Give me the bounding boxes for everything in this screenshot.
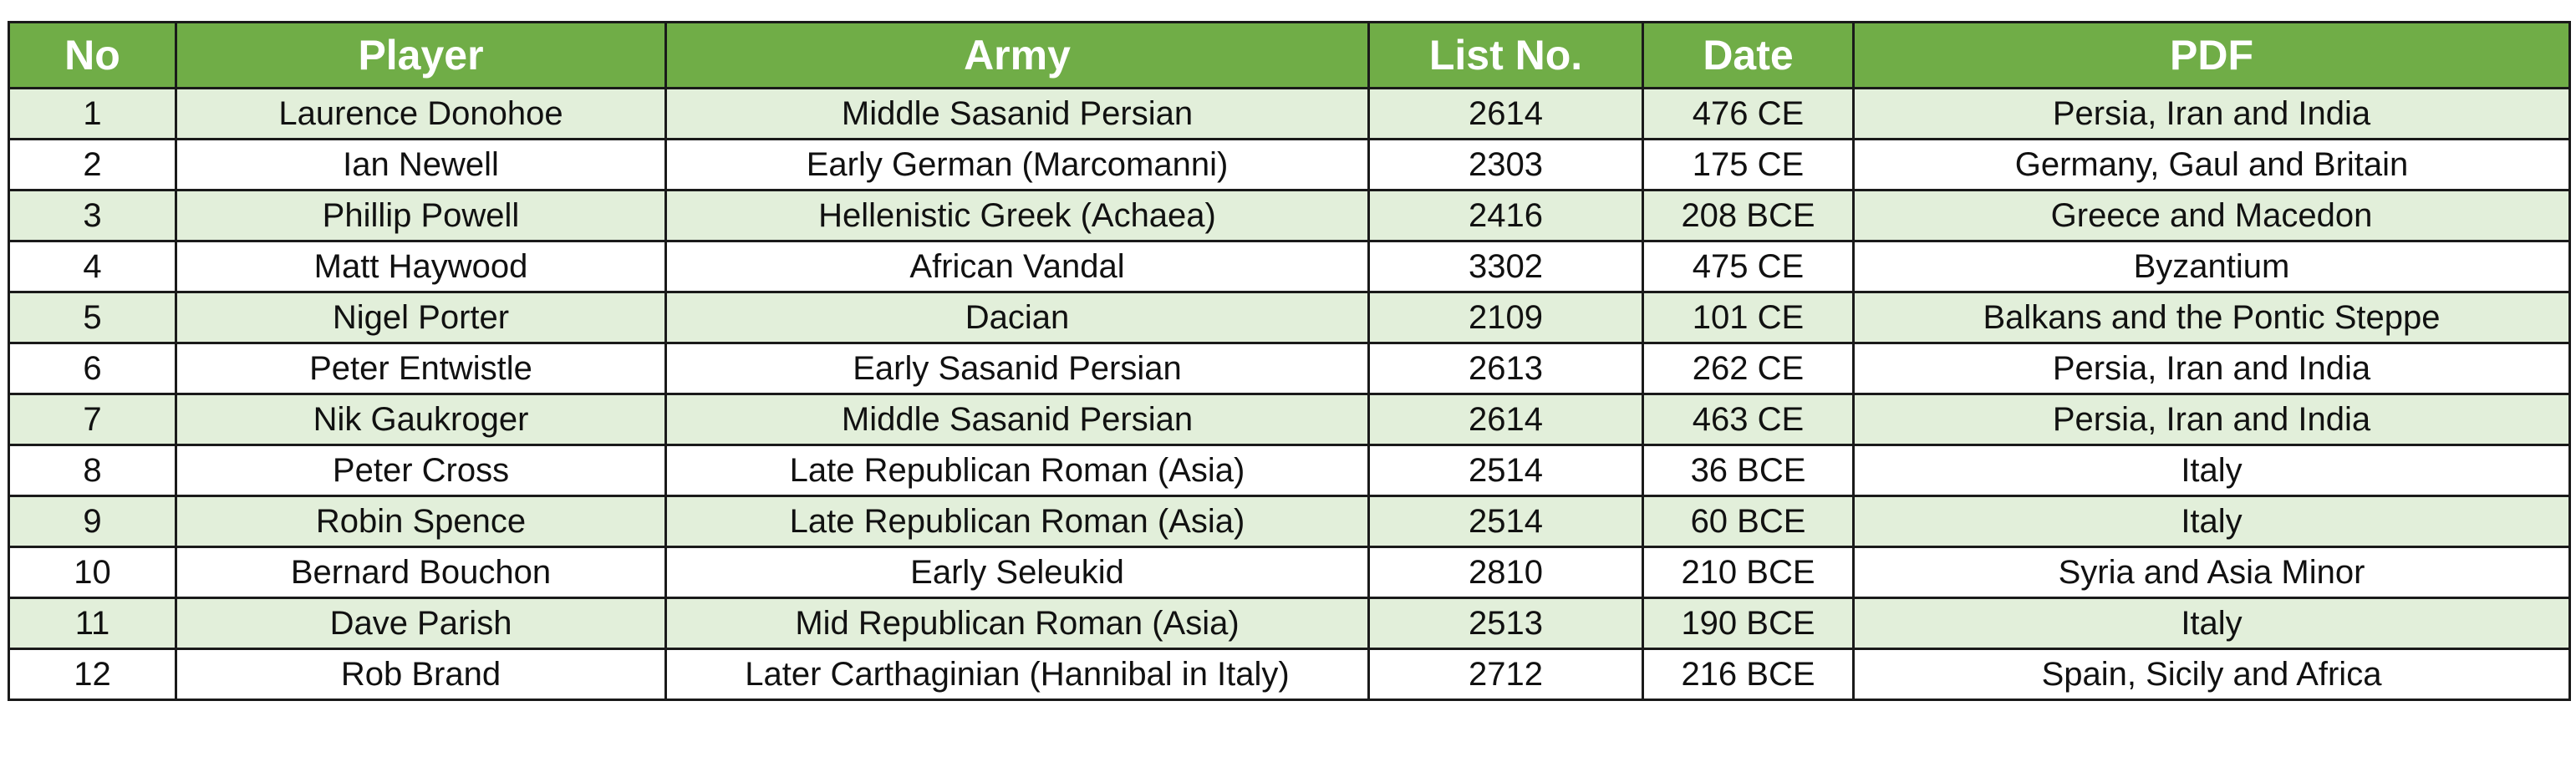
cell-army: Middle Sasanid Persian bbox=[664, 87, 1370, 140]
cell-pdf: Spain, Sicily and Africa bbox=[1852, 648, 2571, 701]
cell-army: Early German (Marcomanni) bbox=[664, 138, 1370, 191]
cell-pdf: Persia, Iran and India bbox=[1852, 87, 2571, 140]
cell-player: Bernard Bouchon bbox=[175, 546, 667, 599]
cell-list-no: 2514 bbox=[1367, 444, 1644, 497]
cell-date: 208 BCE bbox=[1642, 189, 1855, 242]
cell-army: Early Seleukid bbox=[664, 546, 1370, 599]
header-no: No bbox=[8, 21, 177, 89]
header-player: Player bbox=[175, 21, 667, 89]
table-header: No Player Army List No. Date PDF bbox=[8, 21, 2571, 89]
cell-list-no: 2303 bbox=[1367, 138, 1644, 191]
table-row: 1 Laurence Donohoe Middle Sasanid Persian 2… bbox=[8, 87, 2571, 140]
cell-army: Early Sasanid Persian bbox=[664, 342, 1370, 395]
cell-list-no: 3302 bbox=[1367, 240, 1644, 293]
cell-army: African Vandal bbox=[664, 240, 1370, 293]
cell-list-no: 2513 bbox=[1367, 597, 1644, 650]
cell-pdf: Italy bbox=[1852, 444, 2571, 497]
player-army-table: No Player Army List No. Date PDF 1 Lauren… bbox=[8, 21, 2571, 701]
cell-pdf: Persia, Iran and India bbox=[1852, 393, 2571, 446]
cell-no: 3 bbox=[8, 189, 177, 242]
table-row: 5 Nigel Porter Dacian 2109 101 CE Balkans and… bbox=[8, 291, 2571, 344]
header-date: Date bbox=[1642, 21, 1855, 89]
cell-no: 12 bbox=[8, 648, 177, 701]
cell-pdf: Italy bbox=[1852, 597, 2571, 650]
table-row: 9 Robin Spence Late Republican Roman (Asia… bbox=[8, 495, 2571, 548]
cell-player: Robin Spence bbox=[175, 495, 667, 548]
cell-army: Hellenistic Greek (Achaea) bbox=[664, 189, 1370, 242]
cell-date: 210 BCE bbox=[1642, 546, 1855, 599]
cell-date: 101 CE bbox=[1642, 291, 1855, 344]
cell-army: Later Carthaginian (Hannibal in Italy) bbox=[664, 648, 1370, 701]
cell-no: 11 bbox=[8, 597, 177, 650]
cell-date: 262 CE bbox=[1642, 342, 1855, 395]
table-row: 2 Ian Newell Early German (Marcomanni) 2303… bbox=[8, 138, 2571, 191]
header-list-no: List No. bbox=[1367, 21, 1644, 89]
cell-list-no: 2416 bbox=[1367, 189, 1644, 242]
cell-date: 190 BCE bbox=[1642, 597, 1855, 650]
cell-army: Mid Republican Roman (Asia) bbox=[664, 597, 1370, 650]
cell-list-no: 2109 bbox=[1367, 291, 1644, 344]
cell-no: 6 bbox=[8, 342, 177, 395]
cell-no: 7 bbox=[8, 393, 177, 446]
cell-list-no: 2614 bbox=[1367, 393, 1644, 446]
cell-date: 463 CE bbox=[1642, 393, 1855, 446]
cell-list-no: 2613 bbox=[1367, 342, 1644, 395]
cell-list-no: 2712 bbox=[1367, 648, 1644, 701]
header-pdf: PDF bbox=[1852, 21, 2571, 89]
cell-player: Nik Gaukroger bbox=[175, 393, 667, 446]
cell-army: Late Republican Roman (Asia) bbox=[664, 495, 1370, 548]
table-row: 12 Rob Brand Later Carthaginian (Hannibal … bbox=[8, 648, 2571, 701]
cell-date: 60 BCE bbox=[1642, 495, 1855, 548]
cell-list-no: 2810 bbox=[1367, 546, 1644, 599]
cell-player: Matt Haywood bbox=[175, 240, 667, 293]
cell-no: 4 bbox=[8, 240, 177, 293]
cell-player: Nigel Porter bbox=[175, 291, 667, 344]
cell-date: 175 CE bbox=[1642, 138, 1855, 191]
cell-date: 475 CE bbox=[1642, 240, 1855, 293]
cell-player: Ian Newell bbox=[175, 138, 667, 191]
table-row: 6 Peter Entwistle Early Sasanid Persian 261… bbox=[8, 342, 2571, 395]
table-body: 1 Laurence Donohoe Middle Sasanid Persian 2… bbox=[8, 87, 2571, 701]
table-row: 7 Nik Gaukroger Middle Sasanid Persian 2614… bbox=[8, 393, 2571, 446]
cell-no: 1 bbox=[8, 87, 177, 140]
table-row: 4 Matt Haywood African Vandal 3302 475 CE Byz… bbox=[8, 240, 2571, 293]
cell-army: Dacian bbox=[664, 291, 1370, 344]
table-row: 8 Peter Cross Late Republican Roman (Asia)… bbox=[8, 444, 2571, 497]
cell-no: 9 bbox=[8, 495, 177, 548]
cell-player: Rob Brand bbox=[175, 648, 667, 701]
cell-army: Middle Sasanid Persian bbox=[664, 393, 1370, 446]
cell-date: 216 BCE bbox=[1642, 648, 1855, 701]
header-army: Army bbox=[664, 21, 1370, 89]
cell-no: 8 bbox=[8, 444, 177, 497]
cell-army: Late Republican Roman (Asia) bbox=[664, 444, 1370, 497]
header-row: No Player Army List No. Date PDF bbox=[8, 21, 2571, 89]
cell-pdf: Syria and Asia Minor bbox=[1852, 546, 2571, 599]
cell-pdf: Greece and Macedon bbox=[1852, 189, 2571, 242]
cell-pdf: Germany, Gaul and Britain bbox=[1852, 138, 2571, 191]
cell-player: Laurence Donohoe bbox=[175, 87, 667, 140]
cell-player: Peter Cross bbox=[175, 444, 667, 497]
cell-no: 10 bbox=[8, 546, 177, 599]
cell-date: 476 CE bbox=[1642, 87, 1855, 140]
cell-pdf: Persia, Iran and India bbox=[1852, 342, 2571, 395]
table-row: 11 Dave Parish Mid Republican Roman (Asia)… bbox=[8, 597, 2571, 650]
cell-player: Dave Parish bbox=[175, 597, 667, 650]
table-row: 10 Bernard Bouchon Early Seleukid 2810 210 B… bbox=[8, 546, 2571, 599]
cell-list-no: 2514 bbox=[1367, 495, 1644, 548]
cell-date: 36 BCE bbox=[1642, 444, 1855, 497]
cell-pdf: Italy bbox=[1852, 495, 2571, 548]
cell-player: Phillip Powell bbox=[175, 189, 667, 242]
cell-pdf: Balkans and the Pontic Steppe bbox=[1852, 291, 2571, 344]
cell-no: 2 bbox=[8, 138, 177, 191]
cell-player: Peter Entwistle bbox=[175, 342, 667, 395]
cell-no: 5 bbox=[8, 291, 177, 344]
cell-list-no: 2614 bbox=[1367, 87, 1644, 140]
cell-pdf: Byzantium bbox=[1852, 240, 2571, 293]
table-row: 3 Phillip Powell Hellenistic Greek (Achaea… bbox=[8, 189, 2571, 242]
